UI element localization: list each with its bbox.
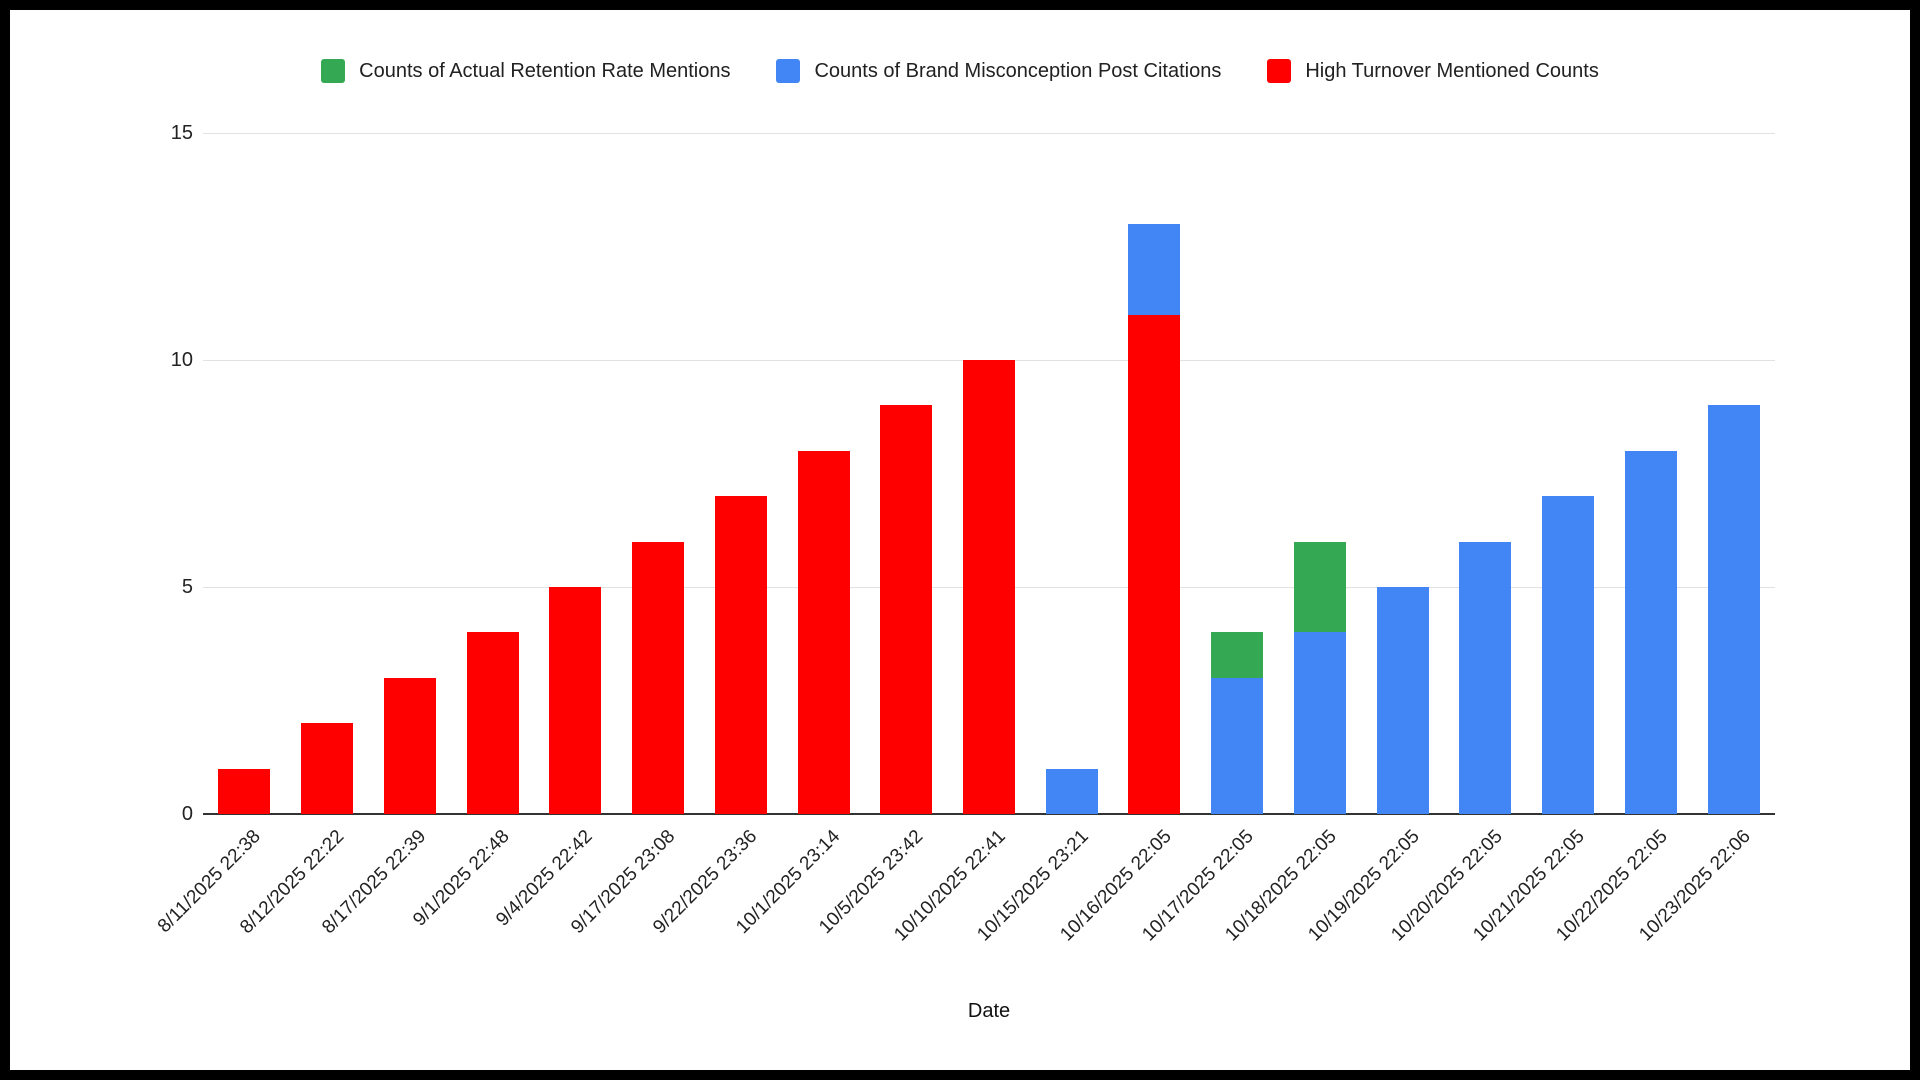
legend-swatch-icon bbox=[1267, 59, 1292, 83]
legend-item[interactable]: High Turnover Mentioned Counts bbox=[1267, 59, 1599, 83]
x-axis-line bbox=[203, 813, 1775, 815]
legend-item[interactable]: Counts of Actual Retention Rate Mentions bbox=[321, 59, 730, 83]
bar-segment-10-series-1[interactable] bbox=[1045, 768, 1098, 814]
bar-segment-16-series-1[interactable] bbox=[1542, 496, 1595, 814]
bar-segment-18-series-1[interactable] bbox=[1707, 405, 1760, 814]
legend-label: High Turnover Mentioned Counts bbox=[1305, 59, 1599, 82]
bar-segment-0-series-2[interactable] bbox=[218, 768, 271, 814]
bar-segment-3-series-2[interactable] bbox=[466, 632, 519, 814]
bar-segment-15-series-1[interactable] bbox=[1459, 541, 1512, 814]
gridline-y-15 bbox=[203, 133, 1775, 134]
y-tick-label: 10 bbox=[170, 349, 193, 371]
bar-segment-1-series-2[interactable] bbox=[301, 723, 354, 814]
bar-segment-8-series-2[interactable] bbox=[880, 405, 933, 814]
bar-segment-2-series-2[interactable] bbox=[383, 677, 436, 814]
legend-swatch-icon bbox=[321, 59, 346, 83]
bar-segment-14-series-1[interactable] bbox=[1376, 587, 1429, 814]
bar-segment-4-series-2[interactable] bbox=[549, 587, 602, 814]
bar-segment-17-series-1[interactable] bbox=[1624, 450, 1677, 814]
bar-segment-11-series-1[interactable] bbox=[1128, 223, 1181, 315]
bar-segment-5-series-2[interactable] bbox=[632, 541, 685, 814]
bar-segment-6-series-2[interactable] bbox=[714, 496, 767, 814]
plot-area bbox=[203, 133, 1775, 815]
x-axis-title: Date bbox=[967, 1000, 1011, 1022]
bar-segment-13-series-0[interactable] bbox=[1293, 541, 1346, 633]
y-tick-label: 0 bbox=[181, 803, 193, 825]
bar-segment-12-series-0[interactable] bbox=[1211, 632, 1264, 678]
bar-segment-7-series-2[interactable] bbox=[797, 450, 850, 814]
y-tick-label: 15 bbox=[170, 122, 193, 144]
legend-swatch-icon bbox=[776, 59, 801, 83]
legend-item[interactable]: Counts of Brand Misconception Post Citat… bbox=[776, 59, 1221, 83]
bar-segment-9-series-2[interactable] bbox=[963, 360, 1015, 814]
bar-segment-13-series-1[interactable] bbox=[1293, 632, 1346, 814]
legend-label: Counts of Actual Retention Rate Mentions bbox=[359, 59, 731, 82]
legend-label: Counts of Brand Misconception Post Citat… bbox=[814, 59, 1222, 82]
bar-segment-12-series-1[interactable] bbox=[1211, 677, 1264, 814]
bar-segment-11-series-2[interactable] bbox=[1128, 314, 1181, 814]
y-tick-label: 5 bbox=[181, 576, 193, 598]
chart-canvas: Counts of Actual Retention Rate Mentions… bbox=[10, 10, 1910, 1070]
legend: Counts of Actual Retention Rate Mentions… bbox=[10, 54, 1910, 88]
